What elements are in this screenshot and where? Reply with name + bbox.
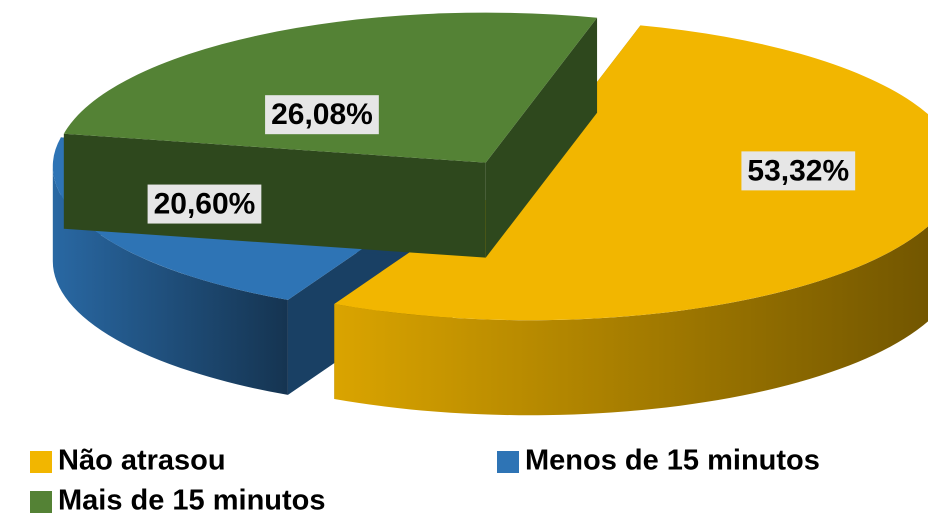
slice-wall — [52, 166, 288, 395]
slice-top — [63, 12, 598, 163]
data-label-box — [147, 184, 262, 224]
data-label-box — [741, 151, 856, 191]
data-label: 20,60% — [154, 188, 256, 221]
slice-face — [485, 17, 598, 258]
legend-label: Não atrasou — [58, 445, 226, 477]
legend-label: Menos de 15 minutos — [525, 445, 820, 477]
data-label: 53,32% — [747, 154, 849, 187]
slice — [63, 12, 598, 258]
legend-swatch — [497, 451, 519, 473]
legend-label: Mais de 15 minutos — [58, 485, 326, 517]
slice-wall — [334, 226, 928, 416]
legend-swatch — [30, 451, 52, 473]
data-label-box — [265, 95, 379, 135]
legend-swatch — [30, 491, 52, 513]
data-label: 26,08% — [271, 98, 373, 131]
slice-face — [63, 133, 486, 258]
